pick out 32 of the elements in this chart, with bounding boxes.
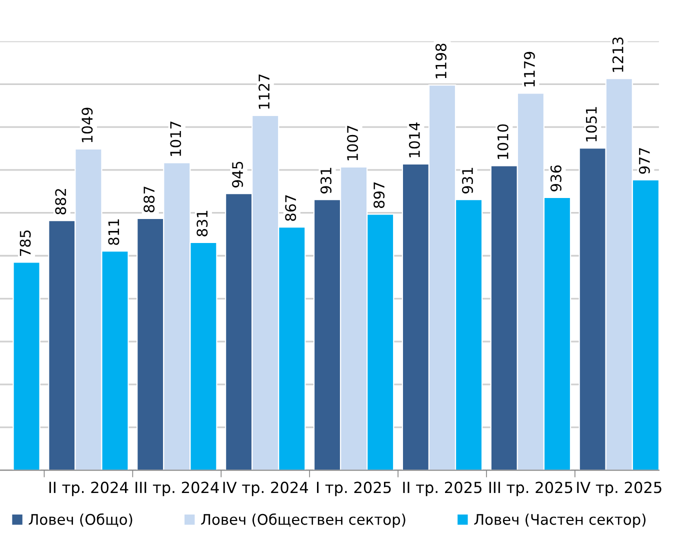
data-label: 897: [374, 182, 385, 208]
data-label: 831: [196, 210, 208, 236]
data-label: 977: [638, 148, 650, 174]
data-label: 1179: [524, 52, 535, 86]
data-label: 1127: [258, 74, 270, 109]
data-label: 1017: [170, 122, 182, 156]
legend-label: Ловеч (Обществен сектор): [201, 513, 406, 528]
x-tick-label: III тр. 2024: [136, 482, 219, 496]
data-label: 882: [55, 189, 66, 214]
x-tick-label: II тр. 2024: [49, 482, 128, 496]
data-label: 1198: [435, 44, 446, 78]
x-tick-label: III тр. 2025: [489, 482, 572, 496]
data-label: 1213: [612, 37, 624, 72]
x-tick-label: II тр. 2025: [403, 482, 482, 496]
data-label: 1051: [586, 107, 597, 142]
data-label: 811: [108, 219, 120, 245]
data-label: 1007: [347, 126, 358, 160]
data-label: 945: [232, 162, 244, 188]
data-label: 785: [20, 230, 31, 256]
data-label: 936: [550, 165, 562, 192]
data-label: 931: [320, 168, 332, 194]
legend-label: Ловеч (Общо): [28, 513, 132, 527]
data-label: 1049: [82, 108, 93, 142]
x-tick-label: IV тр. 2024: [223, 482, 308, 496]
data-label: 1010: [497, 124, 508, 159]
data-label: 931: [462, 168, 474, 194]
data-label: 1014: [408, 122, 420, 158]
x-tick-label: I тр. 2025: [317, 482, 391, 496]
data-label: 867: [285, 195, 296, 221]
legend-label: Ловеч (Частен сектор): [474, 514, 646, 528]
data-label: 887: [144, 186, 155, 212]
x-tick-label: IV тр. 2025: [577, 482, 662, 496]
